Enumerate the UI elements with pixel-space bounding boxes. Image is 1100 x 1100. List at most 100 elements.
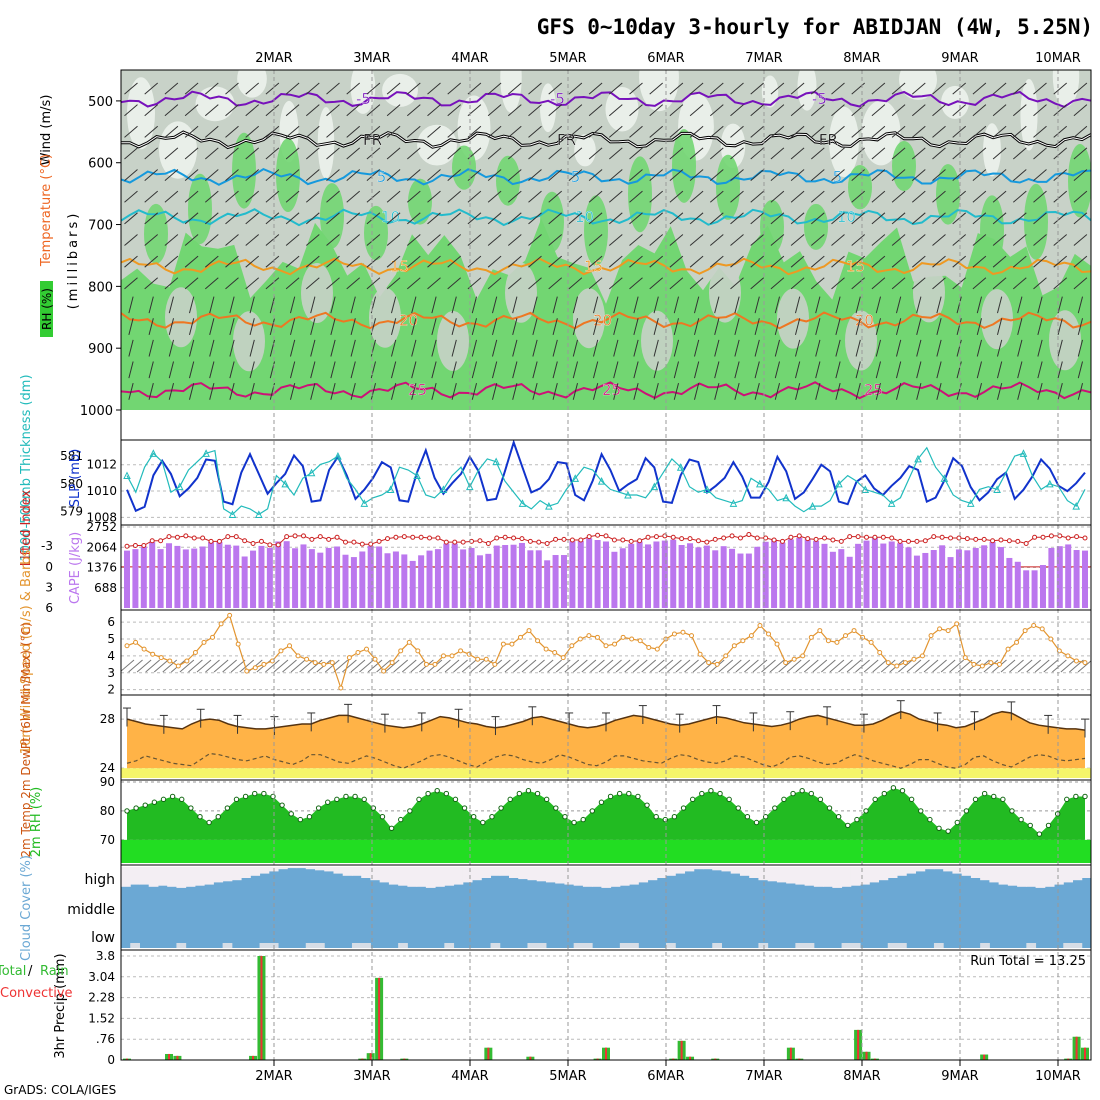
cape-bar: [552, 555, 559, 608]
wind-barb: [895, 318, 902, 335]
wind-barb: [754, 296, 760, 314]
wind-barb: [1073, 234, 1088, 246]
wind-barb: [851, 82, 866, 95]
date-label-bottom: 9MAR: [941, 1069, 978, 1084]
lifted-index-point: [149, 538, 155, 544]
precip-panel: 0.761.522.283.043.8 3hr Precip (mm) Tota…: [0, 949, 1091, 1067]
wind-speed-point: [902, 660, 908, 666]
cape-tick-label: 2064: [86, 540, 117, 554]
wind-barb: [831, 125, 845, 138]
cloud-high-gap: [361, 867, 371, 878]
cloud-level-label: middle: [67, 902, 115, 918]
wind-barb: [1033, 277, 1047, 290]
cape-bar: [863, 540, 870, 608]
wind-speed-point: [535, 638, 541, 644]
rh-point: [635, 793, 641, 800]
wind-barb: [528, 234, 542, 246]
wind-barb: [956, 318, 962, 335]
rh-mid-patch: [981, 289, 1013, 350]
rh-point: [1082, 793, 1088, 800]
wind-barb: [911, 277, 926, 290]
wind-barb: [608, 125, 623, 138]
wind-barb: [976, 339, 983, 357]
isotherm-line: [121, 167, 1091, 186]
wind-barb: [245, 190, 260, 203]
lifted-index-point: [452, 539, 458, 545]
cape-bar: [678, 545, 685, 608]
cloud-high-gap: [398, 867, 408, 886]
wind-barb: [932, 125, 946, 138]
lifted-tick-label: -3: [41, 539, 53, 553]
cloud-high-gap: [296, 867, 307, 869]
rh-point: [188, 805, 194, 811]
cape-bar: [838, 549, 845, 608]
wind-barb: [552, 361, 558, 379]
date-label-top: 4MAR: [451, 51, 488, 66]
lifted-index-point: [536, 539, 542, 545]
rh-dry-patch: [797, 70, 817, 111]
surface-wind-barb: [222, 659, 237, 673]
rh-point: [717, 790, 723, 797]
wind-barb: [124, 169, 138, 182]
date-label-bottom: 4MAR: [451, 1069, 488, 1084]
surface-wind-barb: [786, 659, 802, 673]
lifted-index-point: [233, 534, 239, 540]
wind-barb: [447, 255, 462, 268]
lifted-index-point: [258, 538, 264, 544]
wind-barb: [225, 169, 239, 182]
surface-wind-barb: [324, 659, 340, 673]
wind-barb: [346, 212, 361, 225]
cape-bar: [670, 539, 677, 608]
wind-barb: [346, 255, 361, 268]
wind-speed-point: [971, 661, 977, 667]
isotherm-label: 25: [602, 381, 621, 399]
surface-wind-barb: [299, 659, 314, 673]
precip-convective-bar: [596, 1058, 599, 1060]
cloud-low-gap: [351, 943, 362, 948]
wind-barb: [148, 383, 154, 400]
wind-barb: [269, 296, 276, 314]
lifted-index-point: [939, 534, 945, 540]
cloud-high-gap: [315, 867, 325, 871]
wind-barb: [229, 339, 235, 357]
cloud-high-gap: [555, 867, 565, 884]
wind-barb: [467, 212, 482, 225]
wind-barb: [871, 277, 886, 290]
rh-point: [899, 787, 906, 794]
cape-bar: [266, 547, 273, 608]
wind-barb: [487, 234, 502, 246]
surface-wind-barb: [598, 659, 614, 673]
cape-bar: [182, 549, 189, 608]
wind-barb: [891, 190, 906, 203]
wind-barb: [406, 277, 421, 290]
wind-barb: [855, 318, 861, 335]
wind-speed-point: [851, 628, 857, 634]
lifted-index-point: [569, 537, 575, 543]
wind-barb: [992, 190, 1007, 203]
cape-bar: [619, 548, 626, 608]
wind-barb: [528, 190, 542, 203]
wind-barb: [411, 296, 417, 314]
wind-barb: [709, 277, 724, 290]
wind-barb: [209, 318, 215, 335]
isotherm-line: [121, 381, 1091, 400]
wind-speed-point: [295, 653, 301, 659]
wind-barb: [249, 339, 255, 357]
wind-barb: [572, 361, 579, 379]
rh-mid-patch: [369, 287, 401, 348]
wind-speed-point: [748, 633, 754, 639]
rh-point: [662, 816, 669, 823]
wind-barb: [366, 212, 381, 225]
wind-barb: [770, 147, 785, 160]
cape-bar: [762, 541, 769, 608]
wind-barb: [790, 190, 805, 203]
wind-barb: [370, 361, 377, 379]
date-label-bottom: 6MAR: [647, 1069, 684, 1084]
surface-wind-barb: [121, 659, 135, 672]
rh-mid-patch: [777, 288, 809, 349]
cape-bar: [300, 544, 307, 608]
wind-barb: [649, 190, 664, 203]
wind-barb: [972, 190, 987, 203]
wind-barb: [548, 277, 563, 290]
lifted-index-point: [737, 535, 743, 541]
